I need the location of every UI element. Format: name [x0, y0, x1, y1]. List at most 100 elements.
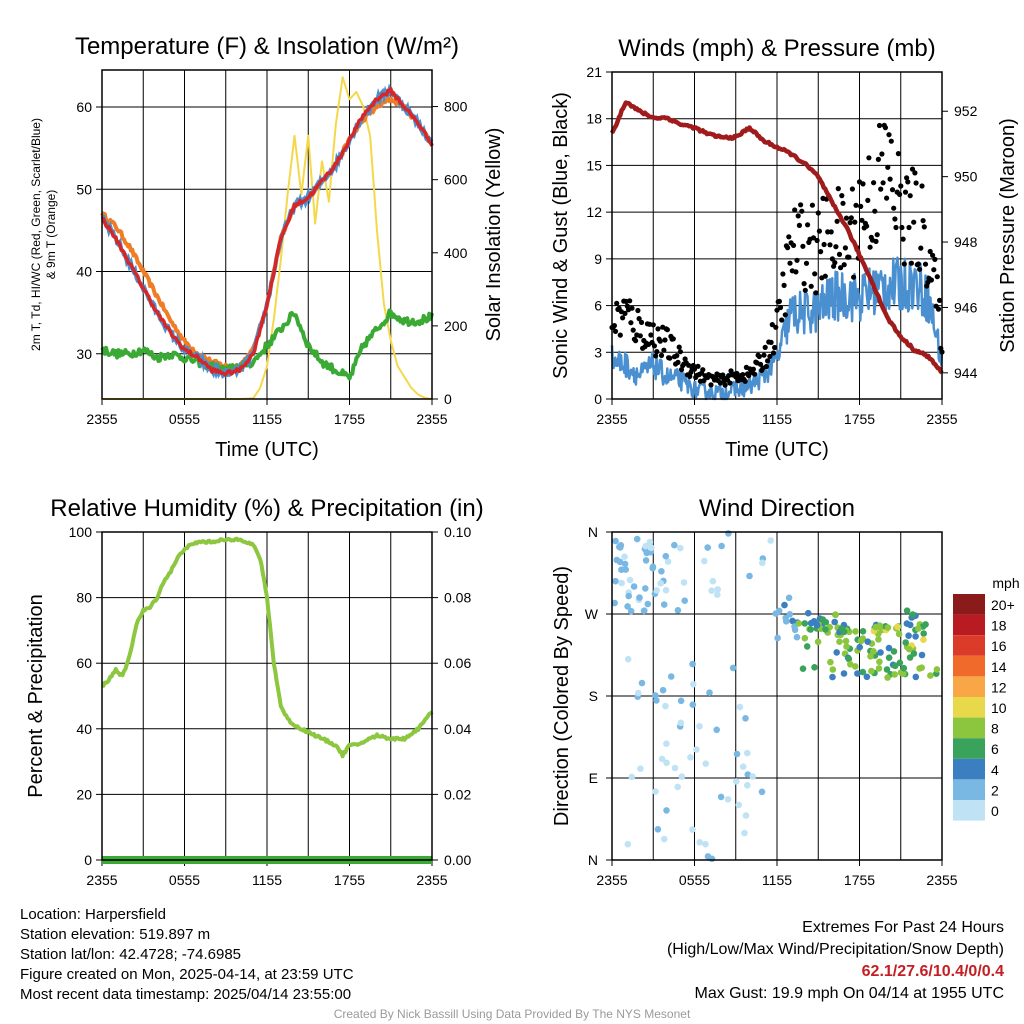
gust-point: [802, 287, 808, 293]
direction-point: [621, 553, 628, 560]
direction-point: [915, 625, 922, 632]
legend-swatch: [953, 676, 985, 697]
x-tick-label: 1155: [252, 411, 282, 427]
gust-point: [884, 195, 890, 201]
extremes-values: 62.1/27.6/10.4/0/0.4: [861, 963, 1004, 980]
direction-point: [907, 621, 914, 629]
gust-point: [906, 224, 912, 231]
location-text: Location: Harpersfield: [20, 906, 166, 923]
recent-data-text: Most recent data timestamp: 2025/04/14 2…: [20, 986, 352, 1003]
created-text: Figure created on Mon, 2025-04-14, at 23…: [20, 966, 354, 983]
direction-point: [814, 638, 822, 646]
y-right-tick-label: 200: [444, 318, 468, 334]
direction-point: [895, 630, 903, 638]
gust-point: [886, 132, 892, 138]
y-right-tick-label: 950: [954, 169, 978, 185]
direction-point: [648, 544, 655, 552]
y-right-axis-label: Station Pressure (Maroon): [997, 118, 1019, 353]
direction-point: [657, 580, 664, 587]
direction-point: [612, 577, 619, 585]
gust-point: [722, 382, 728, 388]
x-tick-label: 0555: [169, 411, 200, 427]
gust-point: [617, 332, 623, 338]
gust-point: [874, 232, 880, 238]
direction-point: [759, 559, 766, 567]
direction-point: [662, 702, 669, 710]
direction-point: [803, 643, 811, 650]
direction-point: [714, 591, 721, 598]
legend-swatch: [953, 614, 985, 636]
y-tick-label: 21: [586, 64, 602, 80]
direction-point: [626, 576, 634, 584]
direction-point: [733, 778, 740, 785]
gust-point: [773, 324, 779, 330]
direction-point: [868, 667, 875, 675]
direction-point: [801, 620, 809, 627]
gust-point: [912, 170, 918, 176]
direction-point: [793, 633, 801, 641]
gust-point: [840, 200, 846, 206]
y-right-tick-label: 0.08: [444, 590, 471, 606]
direction-point: [612, 537, 619, 545]
direction-point: [891, 671, 898, 678]
gust-point: [879, 151, 885, 157]
x-tick-label: 2355: [86, 872, 117, 888]
legend-label: 4: [991, 762, 999, 778]
direction-point: [635, 689, 642, 697]
direction-point: [725, 530, 732, 537]
direction-point: [741, 829, 748, 837]
gust-point: [853, 202, 859, 208]
direction-point: [859, 668, 867, 676]
gust-point: [911, 219, 917, 225]
gust-point: [828, 229, 834, 235]
gust-point: [657, 338, 663, 344]
legend-swatch: [953, 738, 985, 759]
direction-point: [733, 750, 741, 758]
elevation-text: Station elevation: 519.897 m: [20, 926, 211, 943]
direction-point: [785, 594, 793, 602]
gust-point: [720, 372, 726, 378]
gust-point: [839, 193, 845, 199]
gust-point: [810, 235, 817, 241]
y-right-tick-label: 0: [444, 391, 452, 407]
direction-point: [807, 626, 814, 633]
gust-point: [782, 312, 788, 318]
gust-point: [821, 241, 827, 248]
direction-point: [701, 557, 708, 565]
y-tick-label: N: [588, 852, 598, 868]
gust-point: [931, 267, 937, 273]
direction-point: [724, 796, 732, 803]
y-axis-label: Direction (Colored By Speed): [551, 566, 573, 826]
gust-point: [785, 245, 791, 251]
direction-point: [660, 835, 668, 843]
gust-point: [934, 274, 940, 280]
legend-swatch: [953, 697, 985, 718]
gust-point: [852, 219, 858, 225]
gust-point: [834, 218, 840, 224]
direction-point: [680, 579, 688, 586]
plot-border: [611, 71, 943, 400]
direction-point: [674, 783, 681, 791]
x-tick-label: 1155: [762, 872, 792, 888]
direction-point: [659, 686, 667, 694]
direction-point: [624, 655, 632, 663]
gust-point: [780, 271, 786, 277]
y-tick-label: 12: [586, 204, 602, 220]
direction-point: [638, 679, 646, 687]
direction-point: [877, 649, 884, 656]
direction-point: [920, 636, 927, 643]
gust-point: [769, 322, 775, 328]
direction-point: [624, 840, 632, 848]
gust-point: [762, 344, 768, 350]
gust-point: [918, 245, 924, 251]
plot-border: [101, 531, 433, 861]
direction-point: [658, 568, 665, 575]
gust-point: [638, 319, 645, 325]
gust-point: [774, 307, 780, 313]
gust-point: [893, 224, 899, 231]
x-tick-label: 2355: [926, 872, 957, 888]
y-tick-label: E: [589, 770, 598, 786]
direction-point: [642, 557, 650, 564]
y-tick-label: 6: [594, 298, 602, 314]
gust-point: [872, 208, 878, 214]
